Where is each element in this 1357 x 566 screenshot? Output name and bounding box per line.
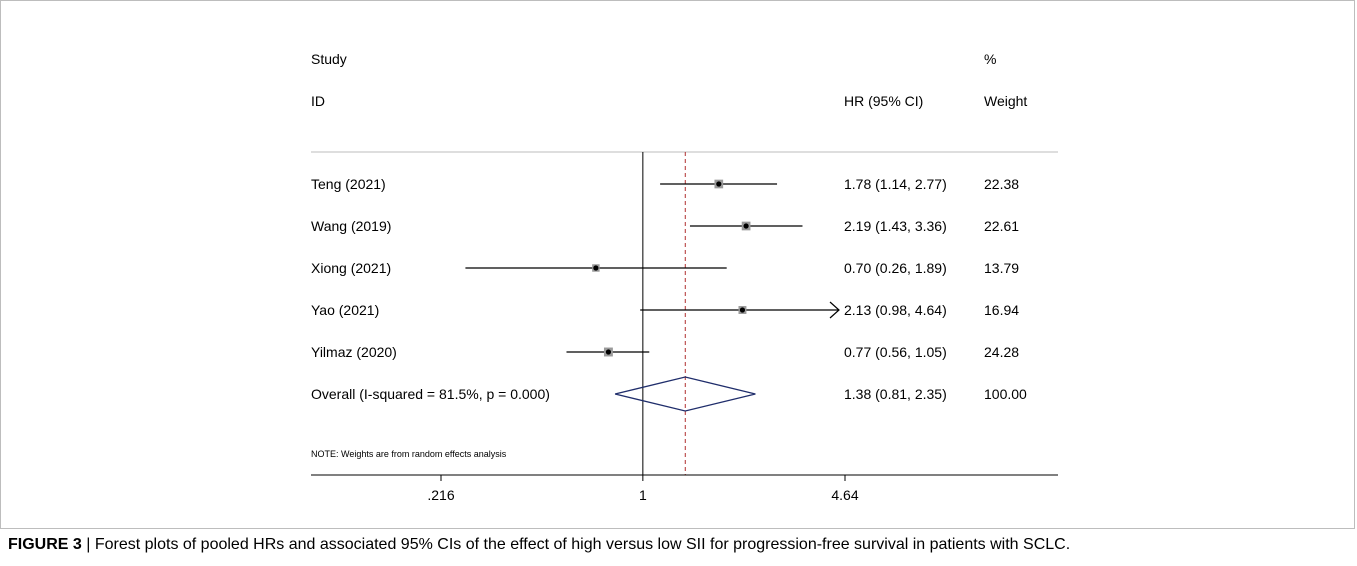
header-study: Study	[311, 51, 347, 67]
study-hr-ci: 1.78 (1.14, 2.77)	[844, 176, 947, 192]
point-estimate	[716, 181, 722, 187]
point-estimate	[593, 265, 599, 271]
tick-label: 4.64	[831, 487, 858, 503]
study-hr-ci: 2.19 (1.43, 3.36)	[844, 218, 947, 234]
overall-weight: 100.00	[984, 386, 1027, 402]
header-percent: %	[984, 51, 996, 67]
study-rows: Teng (2021) 1.78 (1.14, 2.77) 22.38 Wang (2…	[311, 176, 1027, 402]
overall-hr-ci: 1.38 (0.81, 2.35)	[844, 386, 947, 402]
point-estimate	[739, 307, 746, 313]
caption-text: | Forest plots of pooled HRs and associa…	[86, 536, 1071, 553]
tick-label: 1	[639, 487, 647, 503]
header-id: ID	[311, 93, 325, 109]
study-weight: 24.28	[984, 344, 1019, 360]
weights-note: NOTE: Weights are from random effects an…	[311, 449, 507, 459]
study-weight: 13.79	[984, 260, 1019, 276]
figure-caption: FIGURE 3 | Forest plots of pooled HRs an…	[8, 536, 1070, 554]
study-label: Yao (2021)	[311, 302, 379, 318]
caption-label: FIGURE 3	[8, 536, 82, 553]
study-label: Yilmaz (2020)	[311, 344, 397, 360]
study-weight: 22.38	[984, 176, 1019, 192]
header-hr: HR (95% CI)	[844, 93, 923, 109]
study-weight: 22.61	[984, 218, 1019, 234]
study-weight: 16.94	[984, 302, 1019, 318]
x-axis-ticks: .216 1 4.64	[427, 475, 859, 503]
column-headers: Study ID HR (95% CI) % Weight	[311, 51, 1027, 109]
point-estimate	[605, 349, 612, 355]
point-estimate	[743, 223, 749, 229]
study-label: Teng (2021)	[311, 176, 386, 192]
overall-label: Overall (I-squared = 81.5%, p = 0.000)	[311, 386, 550, 402]
ci-arrow	[829, 301, 840, 319]
tick-label: .216	[427, 487, 454, 503]
forest-plot: Study ID HR (95% CI) % Weight Teng (2021…	[311, 51, 1058, 503]
study-label: Wang (2019)	[311, 218, 391, 234]
plot-marks	[465, 152, 840, 475]
study-hr-ci: 0.77 (0.56, 1.05)	[844, 344, 947, 360]
figure-frame	[0, 0, 1355, 529]
study-hr-ci: 2.13 (0.98, 4.64)	[844, 302, 947, 318]
header-weight: Weight	[984, 93, 1027, 109]
study-hr-ci: 0.70 (0.26, 1.89)	[844, 260, 947, 276]
overall-diamond	[614, 376, 756, 412]
study-label: Xiong (2021)	[311, 260, 391, 276]
